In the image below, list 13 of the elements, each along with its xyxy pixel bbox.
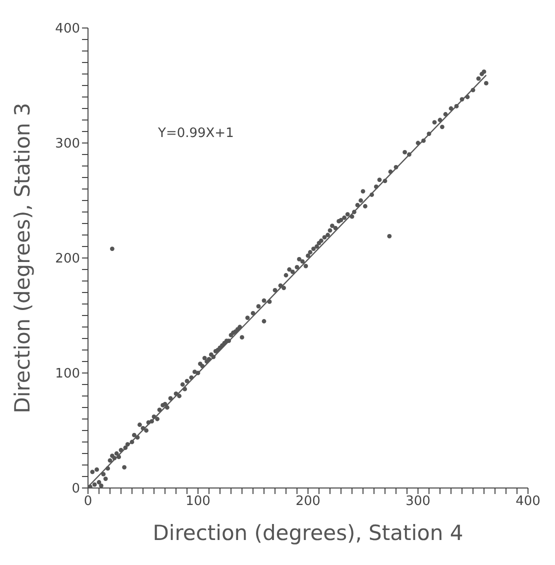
x-axis-title: Direction (degrees), Station 4 [152,521,464,545]
x-tick-label: 300 [406,494,430,510]
x-tick-label: 200 [296,494,320,510]
x-tick-label: 0 [84,494,92,510]
y-tick-label: 400 [55,22,80,37]
x-tick-label: 100 [186,494,210,510]
y-tick-label: 300 [55,136,80,152]
y-tick-label: 0 [72,482,80,497]
annotation: Y=0.99X+1 [158,126,234,141]
y-tick-label: 200 [55,252,80,267]
x-tick-label: 400 [516,494,540,510]
y-tick-label: 100 [55,366,80,382]
y-axis-title: Direction (degrees), Station 3 [10,102,34,414]
